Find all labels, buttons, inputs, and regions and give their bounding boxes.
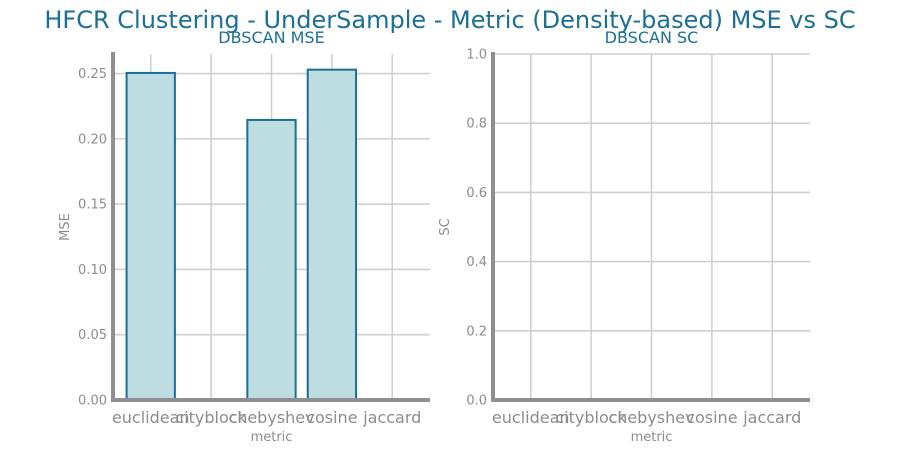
x-tick-label: jaccard bbox=[742, 408, 801, 427]
y-tick-label: 1.0 bbox=[466, 48, 487, 63]
y-tick-label: 0.10 bbox=[78, 263, 107, 278]
y-tick-label: 0.00 bbox=[78, 394, 107, 409]
x-tick-label: cosine bbox=[306, 408, 357, 427]
bar-euclidean bbox=[125, 71, 176, 402]
x-tick-label: chebyshev bbox=[608, 408, 694, 427]
bar-chebyshev bbox=[246, 118, 297, 401]
x-tick-label: jaccard bbox=[362, 408, 421, 427]
x-tick-label: cityblock bbox=[555, 408, 627, 427]
panel-title: DBSCAN MSE bbox=[218, 28, 324, 47]
y-axis-label: MSE bbox=[58, 213, 73, 241]
y-tick-label: 0.8 bbox=[466, 117, 487, 132]
x-tick-label: cityblock bbox=[175, 408, 247, 427]
x-axis-label: metric bbox=[631, 430, 673, 445]
y-axis-label: SC bbox=[438, 218, 453, 235]
panel-sc: 0.0 0.2 0.4 0.6 0.8 1.0 euclideancityblockcheb… bbox=[438, 28, 810, 445]
bar-cosine bbox=[306, 68, 358, 401]
y-tick-label: 0.2 bbox=[466, 324, 487, 339]
x-tick-label: cosine bbox=[686, 408, 737, 427]
x-tick-label: chebyshev bbox=[228, 408, 314, 427]
y-tick-label: 0.6 bbox=[466, 186, 487, 201]
y-tick-label: 0.25 bbox=[78, 67, 107, 82]
y-tick-label: 0.15 bbox=[78, 198, 107, 213]
x-tick-label: euclidean bbox=[112, 408, 190, 427]
y-tick-label: 0.20 bbox=[78, 132, 107, 147]
panel-mse: 0.00 0.05 0.10 0.15 0.20 0.25 euclideancityblo… bbox=[58, 28, 430, 445]
y-tick-label: 0.4 bbox=[466, 255, 487, 270]
panel-title: DBSCAN SC bbox=[605, 28, 699, 47]
chart-suptitle: HFCR Clustering - UnderSample - Metric (… bbox=[44, 6, 855, 34]
x-axis-label: metric bbox=[251, 430, 293, 445]
x-tick-label: euclidean bbox=[492, 408, 570, 427]
y-tick-label: 0.05 bbox=[78, 328, 107, 343]
y-tick-label: 0.0 bbox=[466, 394, 487, 409]
